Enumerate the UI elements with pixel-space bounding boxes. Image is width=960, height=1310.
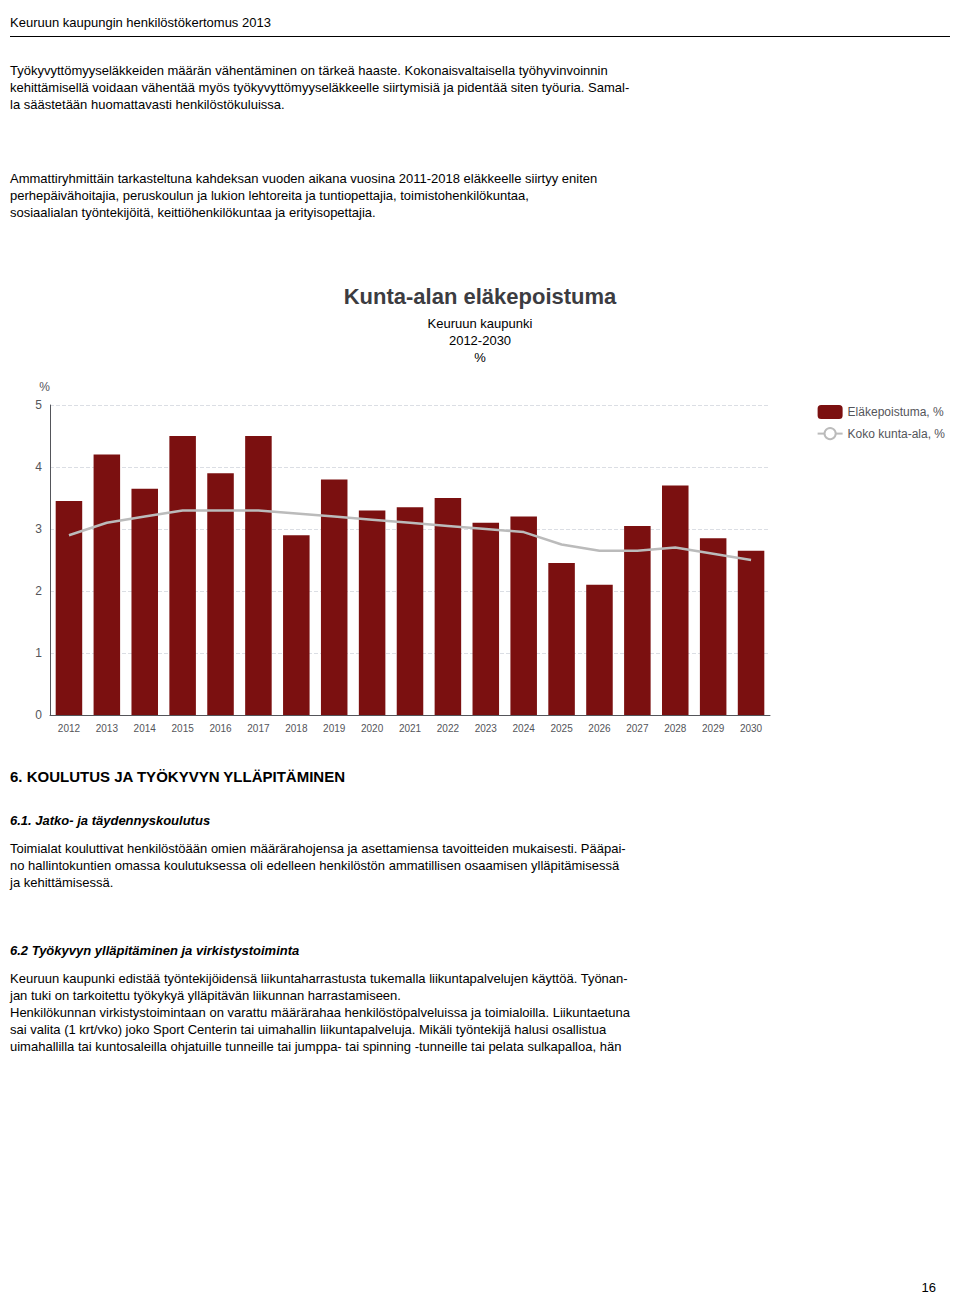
svg-text:%: % bbox=[39, 380, 50, 394]
svg-text:2018: 2018 bbox=[285, 723, 308, 734]
html-text:Ammattiryhmittäin tarkasteltun: Ammattiryhmittäin tarkasteltuna kahdeksa… bbox=[10, 171, 598, 220]
svg-text:2028: 2028 bbox=[664, 723, 687, 734]
svg-text:Kunta-alan eläkepoistuma: Kunta-alan eläkepoistuma bbox=[344, 284, 617, 309]
html-text:Keuruun kaupunki edistää työnt: Keuruun kaupunki edistää työntekijöidens… bbox=[10, 971, 630, 1054]
svg-text:3: 3 bbox=[35, 522, 42, 536]
svg-text:2016: 2016 bbox=[209, 723, 232, 734]
svg-text:2023: 2023 bbox=[475, 723, 498, 734]
svg-text:4: 4 bbox=[35, 460, 42, 474]
svg-text:2: 2 bbox=[35, 584, 42, 598]
svg-text:2029: 2029 bbox=[702, 723, 725, 734]
svg-text:2014: 2014 bbox=[134, 723, 157, 734]
svg-text:2030: 2030 bbox=[740, 723, 763, 734]
svg-text:Keuruun kaupunki: Keuruun kaupunki bbox=[428, 316, 533, 331]
svg-text:2026: 2026 bbox=[588, 723, 611, 734]
svg-text:2017: 2017 bbox=[247, 723, 270, 734]
svg-text:%: % bbox=[474, 350, 486, 365]
svg-text:2022: 2022 bbox=[437, 723, 460, 734]
html-text:Keuruun kaupungin henkilöstöke: Keuruun kaupungin henkilöstökertomus 201… bbox=[10, 15, 271, 30]
svg-text:Eläkepoistuma, %: Eläkepoistuma, % bbox=[848, 405, 944, 419]
html-text:16: 16 bbox=[921, 1280, 936, 1295]
svg-text:2020: 2020 bbox=[361, 723, 384, 734]
svg-text:2019: 2019 bbox=[323, 723, 346, 734]
svg-text:2024: 2024 bbox=[513, 723, 536, 734]
svg-text:2012: 2012 bbox=[58, 723, 81, 734]
svg-text:2021: 2021 bbox=[399, 723, 422, 734]
svg-text:2015: 2015 bbox=[172, 723, 195, 734]
svg-text:2013: 2013 bbox=[96, 723, 119, 734]
html-text:Työkyvyttömyyseläkkeiden määrä: Työkyvyttömyyseläkkeiden määrän vähentäm… bbox=[10, 63, 630, 112]
svg-text:Koko kunta-ala, %: Koko kunta-ala, % bbox=[848, 427, 946, 441]
html-text:6.2 Työkyvyn ylläpitäminen ja: 6.2 Työkyvyn ylläpitäminen ja virkistyst… bbox=[10, 943, 300, 958]
svg-text:2027: 2027 bbox=[626, 723, 649, 734]
html-text:6. KOULUTUS JA TYÖKYVYN YLLÄPI: 6. KOULUTUS JA TYÖKYVYN YLLÄPITÄMINEN bbox=[10, 768, 345, 785]
svg-text:1: 1 bbox=[35, 646, 42, 660]
html-text:Toimialat kouluttivat henkilös: Toimialat kouluttivat henkilöstöään omie… bbox=[10, 841, 626, 890]
html-text:6.1. Jatko- ja täydennyskoulut: 6.1. Jatko- ja täydennyskoulutus bbox=[10, 813, 211, 828]
svg-text:2012-2030: 2012-2030 bbox=[449, 333, 511, 348]
svg-text:2025: 2025 bbox=[550, 723, 573, 734]
svg-text:0: 0 bbox=[35, 708, 42, 722]
svg-text:5: 5 bbox=[35, 398, 42, 412]
